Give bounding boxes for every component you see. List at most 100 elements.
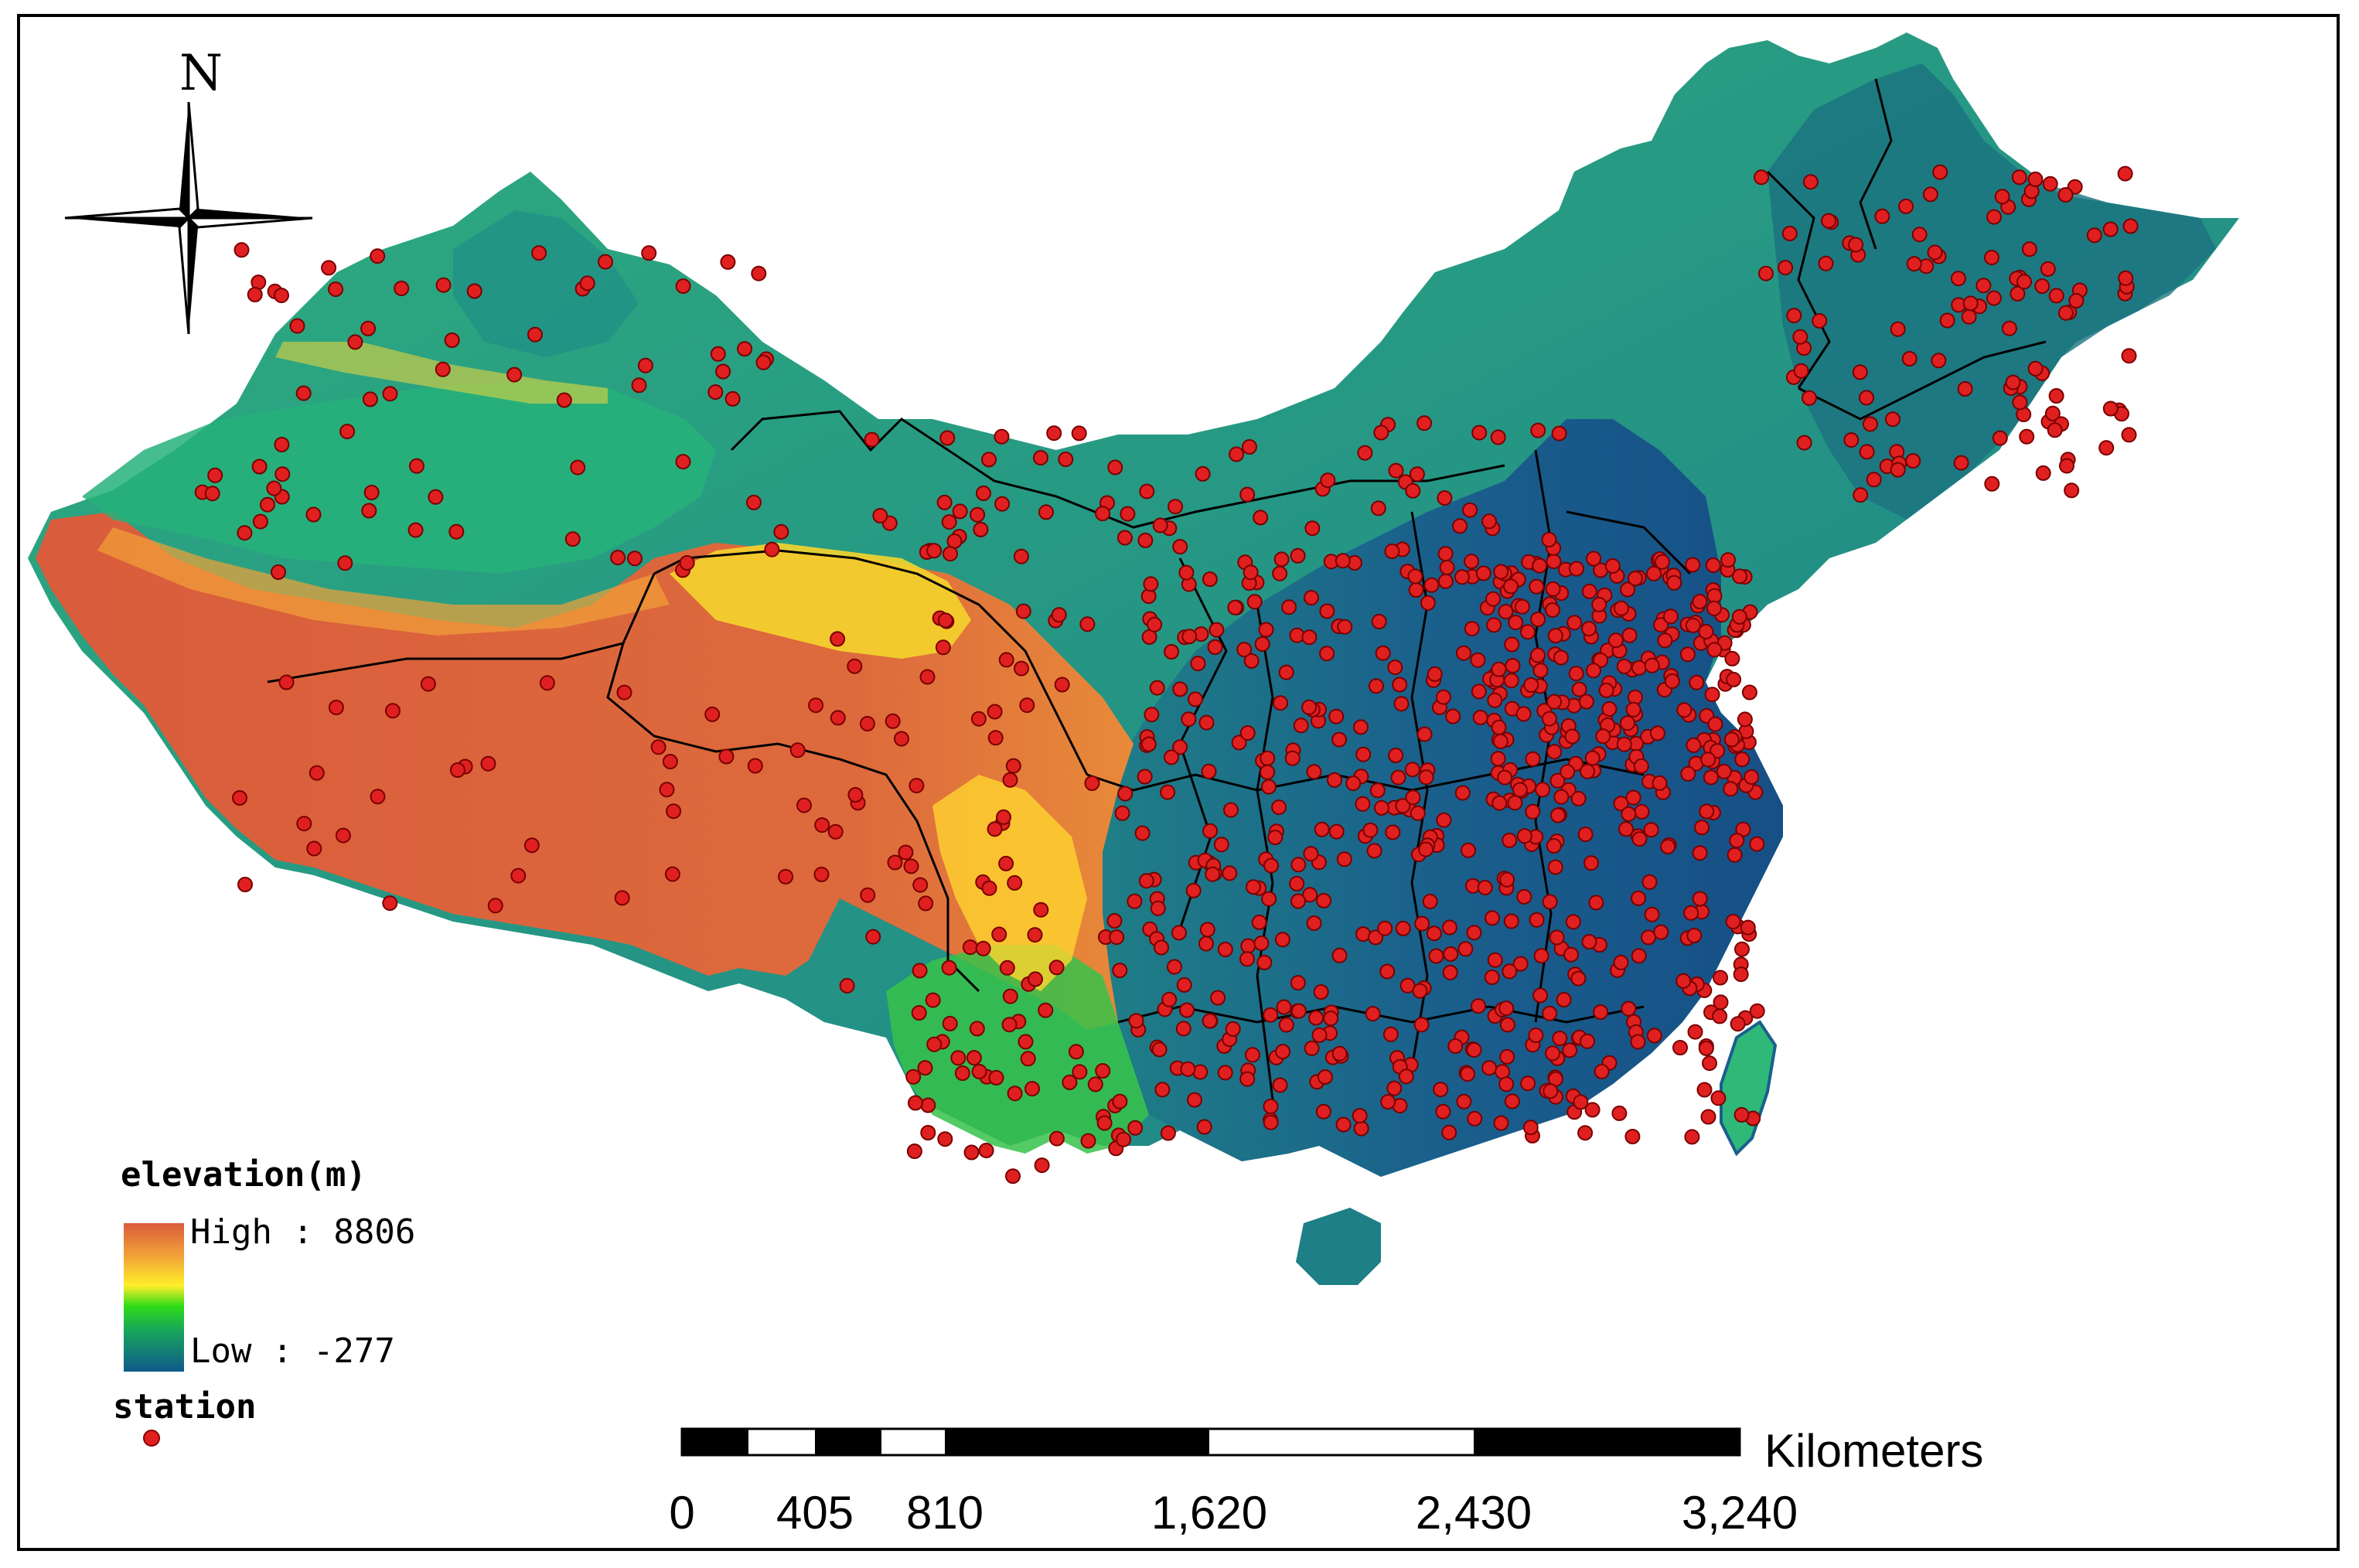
station-marker xyxy=(988,1069,1004,1086)
station-marker xyxy=(1433,1082,1449,1098)
station-marker xyxy=(1702,1055,1717,1072)
station-marker xyxy=(1416,726,1433,742)
station-marker xyxy=(1859,444,1875,460)
station-marker xyxy=(1686,928,1703,943)
station-marker xyxy=(1289,875,1305,891)
station-marker xyxy=(1734,752,1751,768)
station-marker xyxy=(1290,1003,1307,1019)
station-marker xyxy=(1499,871,1515,888)
station-marker xyxy=(1014,660,1029,677)
station-marker xyxy=(1457,941,1474,957)
station-marker xyxy=(2064,482,2080,499)
station-marker xyxy=(1188,691,1203,707)
station-marker xyxy=(1584,750,1601,766)
station-marker xyxy=(704,706,721,722)
station-marker xyxy=(1583,855,1599,871)
station-marker xyxy=(1550,807,1566,823)
station-marker xyxy=(1726,671,1742,687)
station-marker xyxy=(1368,678,1384,694)
station-marker xyxy=(1552,1031,1568,1046)
scale-tick-2430: 2,430 xyxy=(1415,1487,1532,1539)
station-marker xyxy=(1284,750,1301,766)
station-marker xyxy=(1818,255,1834,271)
station-marker xyxy=(1493,564,1509,580)
station-marker xyxy=(266,480,282,496)
station-marker xyxy=(1435,689,1451,705)
station-marker xyxy=(610,550,626,566)
station-marker xyxy=(1732,568,1748,585)
station-marker xyxy=(1643,822,1659,838)
station-marker xyxy=(1080,1133,1096,1149)
station-marker xyxy=(328,700,344,715)
north-label: N xyxy=(179,45,223,102)
station-marker xyxy=(1625,789,1641,806)
station-marker xyxy=(813,867,830,882)
station-marker xyxy=(1306,915,1322,931)
station-marker xyxy=(1175,1021,1191,1037)
station-marker xyxy=(975,940,991,956)
station-marker xyxy=(941,514,957,530)
station-marker xyxy=(1793,363,1809,379)
station-marker xyxy=(1932,164,1948,180)
station-marker xyxy=(894,731,909,747)
station-marker xyxy=(675,454,691,470)
station-marker xyxy=(2057,187,2074,203)
station-marker xyxy=(1577,827,1594,843)
station-marker xyxy=(1737,711,1753,728)
station-marker xyxy=(1437,546,1454,562)
station-marker xyxy=(1616,659,1632,674)
station-marker xyxy=(2044,405,2061,421)
station-marker xyxy=(2068,293,2085,308)
station-marker xyxy=(1054,677,1070,693)
station-marker xyxy=(962,939,978,956)
station-marker xyxy=(2117,165,2133,182)
station-marker xyxy=(1365,1006,1381,1022)
station-marker xyxy=(1290,975,1306,991)
station-marker xyxy=(1802,174,1819,190)
legend-station-label: station xyxy=(113,1387,257,1427)
station-marker xyxy=(449,762,465,778)
station-marker xyxy=(1454,569,1470,585)
station-marker xyxy=(362,391,378,407)
station-marker xyxy=(1984,250,1999,266)
station-marker xyxy=(1560,764,1576,780)
station-marker xyxy=(773,523,789,540)
station-marker xyxy=(1515,706,1532,722)
station-marker xyxy=(1410,805,1426,821)
station-marker xyxy=(952,503,968,520)
station-marker xyxy=(1508,615,1524,631)
station-marker xyxy=(1274,932,1290,948)
station-marker xyxy=(830,631,846,647)
station-marker xyxy=(1302,887,1318,903)
station-marker xyxy=(865,929,881,945)
station-marker xyxy=(448,523,465,540)
station-marker xyxy=(1664,673,1680,689)
station-marker xyxy=(337,555,353,571)
station-marker xyxy=(1630,1034,1646,1050)
station-marker xyxy=(1525,751,1541,767)
station-marker xyxy=(1749,836,1765,852)
station-marker xyxy=(1676,702,1693,718)
station-marker xyxy=(1366,843,1382,859)
station-marker xyxy=(2019,428,2035,445)
station-marker xyxy=(1741,684,1757,700)
station-marker xyxy=(1646,1028,1662,1044)
station-marker xyxy=(339,424,356,440)
station-marker xyxy=(1426,925,1442,942)
station-marker xyxy=(1190,656,1206,672)
station-marker xyxy=(1566,615,1583,631)
station-marker xyxy=(1874,208,1890,224)
station-marker xyxy=(1420,595,1436,611)
station-marker xyxy=(1051,607,1067,623)
station-marker xyxy=(1551,425,1567,441)
station-marker xyxy=(1464,621,1480,637)
station-marker xyxy=(1625,701,1641,718)
station-marker xyxy=(2102,401,2119,417)
station-marker xyxy=(564,531,581,547)
station-marker xyxy=(1710,1090,1727,1106)
station-marker xyxy=(1202,1013,1218,1029)
station-marker xyxy=(715,363,731,380)
station-marker xyxy=(510,868,527,884)
station-marker xyxy=(939,430,956,446)
station-marker xyxy=(1263,857,1279,874)
